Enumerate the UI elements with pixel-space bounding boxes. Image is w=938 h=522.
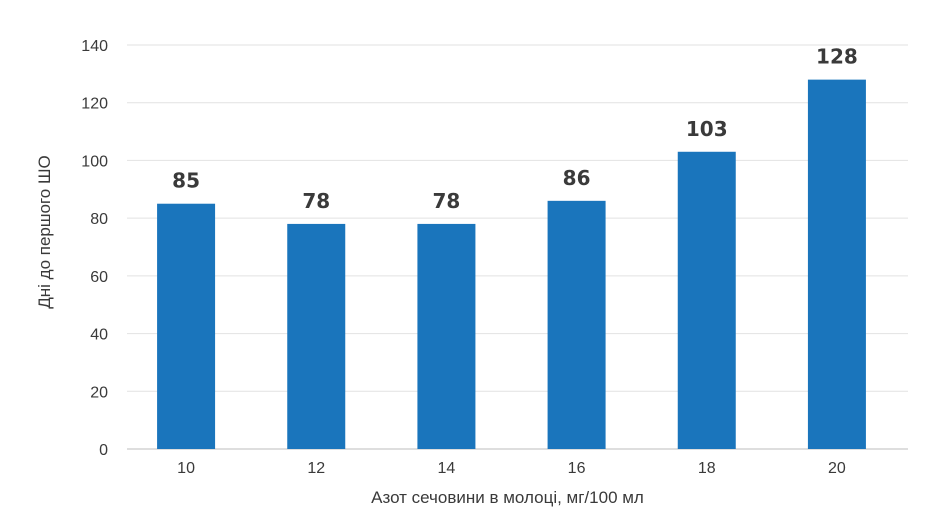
x-tick-label: 16 <box>568 460 586 477</box>
bar-14 <box>417 223 476 449</box>
y-tick-label: 80 <box>90 211 108 228</box>
bar-16 <box>547 200 606 449</box>
bar-10 <box>157 203 216 449</box>
data-label-14: 78 <box>432 189 460 213</box>
data-label-10: 85 <box>172 169 200 193</box>
y-tick-label: 120 <box>81 96 108 113</box>
x-tick-label: 10 <box>177 460 195 477</box>
y-tick-label: 20 <box>90 384 108 401</box>
y-tick-label: 60 <box>90 269 108 286</box>
x-axis-ticks: 10 12 14 16 18 20 <box>177 460 846 477</box>
x-axis-title: Азот сечовини в молоці, мг/100 мл <box>371 488 644 507</box>
data-labels: 85 78 78 86 103 128 <box>172 45 858 213</box>
x-tick-label: 20 <box>828 460 846 477</box>
gridlines <box>127 44 908 392</box>
data-label-16: 86 <box>563 166 591 190</box>
y-tick-label: 100 <box>81 153 108 170</box>
bar-12 <box>287 223 346 449</box>
bars <box>157 79 866 449</box>
y-axis-title: Дні до першого ШО <box>35 155 54 309</box>
y-tick-label: 40 <box>90 327 108 344</box>
x-tick-label: 14 <box>438 460 456 477</box>
y-tick-label: 140 <box>81 38 108 55</box>
data-label-18: 103 <box>686 117 728 141</box>
x-tick-label: 18 <box>698 460 716 477</box>
bar-18 <box>677 151 736 449</box>
data-label-20: 128 <box>816 45 858 69</box>
data-label-12: 78 <box>302 189 330 213</box>
y-axis-ticks: 0 20 40 60 80 100 120 140 <box>81 38 108 459</box>
y-tick-label: 0 <box>99 442 108 459</box>
bar-20 <box>807 79 866 449</box>
x-tick-label: 12 <box>307 460 325 477</box>
